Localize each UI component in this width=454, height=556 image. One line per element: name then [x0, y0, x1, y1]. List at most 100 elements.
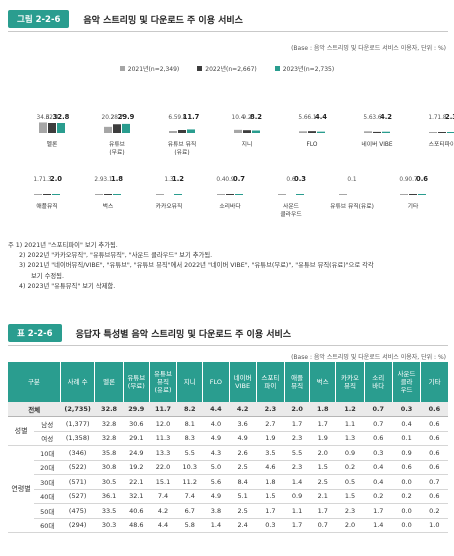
value-label-0-1: 32.8 [46, 115, 59, 121]
table-cell: 3.6 [229, 416, 257, 432]
table-row: 성별 남성 (1,377) 32.8 30.6 12.0 8.1 4.0 3.6 2.7 1.7 1.… [8, 416, 448, 446]
bar-5-0 [364, 131, 372, 133]
table-cell: (1,377) [60, 416, 95, 432]
table-cell: 1.8 [309, 402, 336, 417]
table-cell: 7.4 [149, 489, 177, 504]
bar-7-1 [43, 194, 51, 195]
table-cell: 4.4 [149, 518, 177, 533]
bar-3-2 [252, 130, 260, 133]
footnote-1: 주 1) 2021년 "스포티파이" 보기 추가됨. [8, 242, 118, 249]
bar-1-0 [104, 126, 112, 133]
table-cell: 0.6 [392, 460, 421, 475]
value-label-9-2: 1.2 [172, 175, 184, 183]
table-cell: 0.2 [392, 489, 421, 504]
table-cell: 4.4 [202, 402, 230, 417]
column-header: 기타 [420, 362, 448, 402]
table-cell: 1.9 [256, 431, 285, 446]
table-cell: (1,358) [60, 431, 95, 446]
bar-2-0 [169, 131, 177, 133]
group-label: 성별 [8, 416, 35, 446]
table-cell: 48.6 [123, 518, 150, 533]
value-label-3-2: 8.2 [250, 113, 262, 121]
column-header: 유튜브 (무료) [122, 362, 150, 402]
bar-9-0 [156, 194, 164, 195]
table-cell: 2.7 [256, 416, 285, 432]
table-divider [8, 345, 448, 346]
table-cell: 11.2 [176, 474, 203, 490]
table-header: 표 2-2-6 응답자 특성별 음악 스트리밍 및 다운로드 주 이용 서비스 [8, 323, 448, 343]
table-cell: 1.7 [256, 503, 285, 519]
bar-1-1 [113, 124, 121, 133]
table-cell: 40.6 [123, 503, 150, 519]
table-cell: 0.6 [420, 431, 448, 446]
category-label-1-line2: (무료) [109, 149, 124, 156]
table-cell: 0.6 [420, 460, 448, 475]
value-label-2-0: 6.5 [168, 115, 178, 121]
value-label-8-2: 1.8 [111, 175, 123, 183]
row-label: 여성 [34, 431, 61, 446]
legend-swatch-2021 [119, 66, 125, 71]
bar-8-1 [104, 194, 112, 195]
value-label-6-0: 1.7 [428, 115, 438, 121]
legend-swatch-2023 [274, 66, 280, 71]
column-header: 네이버 VIBE [228, 362, 257, 402]
bar-4-2 [317, 131, 325, 133]
column-header: 사례 수 [59, 362, 95, 402]
category-label-9: 카카오뮤직 [156, 202, 183, 210]
table-cell: 1.8 [256, 474, 285, 490]
value-label-10-0: 0.4 [216, 177, 226, 183]
table-cell: 30.5 [94, 474, 124, 490]
value-label-7-2: 2.0 [50, 175, 62, 183]
value-label-7-0: 1.7 [33, 177, 43, 183]
table-cell: 30.6 [123, 416, 150, 432]
column-header: 스포티 파이 [255, 362, 285, 402]
table-cell: 0.0 [392, 503, 421, 519]
table-cell: 1.4 [202, 518, 230, 533]
table-cell: 8.1 [176, 416, 203, 432]
legend-label-2022: 2022년(n=2,667) [205, 66, 257, 73]
table-cell: 3.8 [202, 503, 230, 519]
value-label-4-0: 5.6 [298, 115, 308, 121]
category-label-3: 지니 [242, 140, 253, 148]
figure-badge: 그림 2-2-6 [8, 10, 70, 28]
value-label-2-1: 9.8 [177, 115, 187, 121]
table-cell: 1.7 [284, 518, 310, 533]
bar-6-0 [429, 132, 437, 133]
row-label: 30대 [34, 474, 61, 490]
category-label-2: 유튜브 뮤직 [168, 141, 197, 148]
table-cell: 0.7 [420, 474, 448, 490]
footnotes: 주 1) 2021년 "스포티파이" 보기 추가됨. 2) 2022년 "카카오… [8, 241, 448, 292]
data-table: 구분 사례 수 멜론 유튜브 (무료) 유튜브 뮤직 (유료) 지니 FLO 네이버 VIBE 스포티 파… [8, 362, 448, 533]
table-cell: (346) [60, 445, 95, 461]
table-cell: 2.1 [309, 489, 336, 504]
value-label-4-1: 6.1 [307, 115, 317, 121]
table-cell: (522) [60, 460, 95, 475]
table-row: 여성 (1,358) 32.8 29.1 11.3 8.3 4.9 4.9 1.9 2.3 1.9 1… [8, 431, 448, 446]
category-label-5: 네이버 VIBE [361, 140, 392, 148]
column-header: 사운드 클라 우드 [391, 362, 421, 402]
table-cell: 0.4 [364, 460, 393, 475]
value-label-3-1: 9.2 [242, 115, 252, 121]
table-cell: 4.9 [202, 489, 230, 504]
column-header: 소리 바다 [363, 362, 393, 402]
table-cell: 0.5 [335, 474, 365, 490]
table-cell: 29.1 [123, 431, 150, 446]
category-label-2-line2: (유료) [174, 149, 189, 156]
table-row: 40대 (527) 36.1 32.1 7.4 7.4 4.9 5.1 1.5 0.9 2.1 1.5… [8, 489, 448, 504]
table-cell: 2.3 [284, 460, 310, 475]
legend-item-2022: 2022년(n=2,667) [197, 64, 257, 73]
value-label-13-2: 0.6 [416, 175, 428, 183]
table-cell: 1.7 [309, 503, 336, 519]
table-cell: 0.1 [392, 431, 421, 446]
table-cell: 36.1 [94, 489, 124, 504]
bar-10-2 [235, 194, 243, 195]
legend-item-2021: 2021년(n=2,349) [119, 64, 179, 73]
table-cell: 2.3 [335, 503, 365, 519]
column-header: FLO [202, 362, 230, 402]
table-cell: 32.8 [94, 402, 124, 417]
table-cell: 1.2 [335, 402, 365, 417]
bar-10-1 [226, 194, 234, 195]
table-cell: 19.2 [123, 460, 150, 475]
table-cell: 1.4 [364, 518, 393, 533]
table-cell: 0.9 [392, 445, 421, 461]
